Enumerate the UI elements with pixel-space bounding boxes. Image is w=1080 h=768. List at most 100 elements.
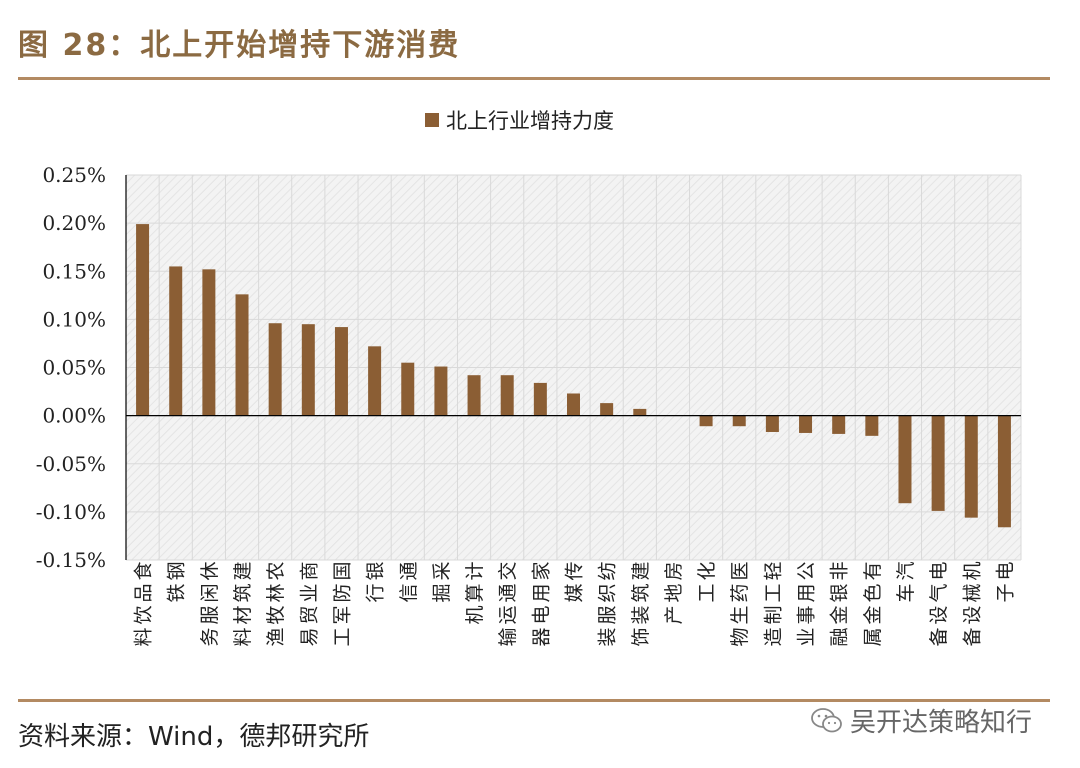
x-tick-char: 家 <box>530 561 552 580</box>
x-tick-char: 渔 <box>265 627 287 646</box>
x-tick-char: 食 <box>133 561 155 580</box>
x-tick-char: 融 <box>829 627 851 646</box>
x-tick-char: 银 <box>829 583 851 602</box>
bar-机械设备 <box>964 415 978 518</box>
x-tick-char: 休 <box>199 561 221 580</box>
x-tick-char: 产 <box>663 605 685 624</box>
bar-计算机 <box>467 375 481 416</box>
x-tick-char: 商 <box>298 561 320 580</box>
bar-休闲服务 <box>202 269 216 416</box>
x-tick-label: 通信 <box>398 561 420 602</box>
bar-电子 <box>997 415 1011 528</box>
x-tick-char: 机 <box>464 605 486 624</box>
watermark: 吴开达策略知行 <box>810 702 1032 739</box>
bar-传媒 <box>567 393 580 416</box>
x-tick-char: 汽 <box>895 561 917 580</box>
y-axis-ticks: -0.15% -0.10% -0.05% 0.00% 0.05% 0.10% 0.15% 0.… <box>36 163 106 572</box>
x-tick-char: 电 <box>994 561 1016 580</box>
x-tick-char: 轻 <box>762 561 784 580</box>
y-tick-label: 0.00% <box>42 404 106 428</box>
bar-家用电器 <box>533 382 547 416</box>
x-tick-char: 器 <box>530 627 552 646</box>
x-tick-char: 服 <box>199 605 221 624</box>
x-axis-labels: 食品饮料钢铁休闲服务建筑材料农林牧渔商业贸易国防军工银行通信采掘计算机交通运输家… <box>133 561 1017 646</box>
y-tick-label: -0.15% <box>36 548 106 572</box>
bar-采掘 <box>434 366 448 416</box>
bar-纺织服装 <box>600 403 614 416</box>
x-tick-label: 计算机 <box>464 561 486 624</box>
bar-交通运输 <box>500 375 514 416</box>
title-rule <box>18 77 1050 80</box>
x-tick-char: 有 <box>862 561 884 580</box>
x-tick-char: 料 <box>232 627 254 646</box>
bar-轻工制造 <box>765 415 779 432</box>
x-tick-char: 传 <box>564 561 586 580</box>
x-tick-char: 电 <box>928 561 950 580</box>
chart-legend: 北上行业增持力度 <box>425 109 614 133</box>
bar-通信 <box>401 362 415 416</box>
x-tick-char: 饰 <box>630 627 652 646</box>
x-tick-char: 制 <box>762 605 784 624</box>
watermark-text: 吴开达策略知行 <box>850 708 1033 738</box>
bar-钢铁 <box>169 266 183 416</box>
x-tick-char: 备 <box>961 627 983 646</box>
x-tick-char: 备 <box>928 627 950 646</box>
x-tick-char: 建 <box>232 561 254 580</box>
x-tick-char: 贸 <box>298 605 320 624</box>
x-tick-char: 非 <box>829 561 851 580</box>
bar-建筑材料 <box>235 294 249 416</box>
x-tick-char: 设 <box>928 605 950 624</box>
x-tick-char: 气 <box>928 583 950 602</box>
x-tick-char: 设 <box>961 605 983 624</box>
x-tick-char: 色 <box>862 583 884 602</box>
bar-非银金融 <box>832 415 846 434</box>
x-tick-char: 生 <box>729 605 751 624</box>
x-tick-char: 化 <box>696 561 718 580</box>
legend-swatch <box>425 113 439 127</box>
x-tick-label: 银行 <box>365 561 387 602</box>
bars <box>136 224 1011 528</box>
y-tick-label: 0.20% <box>42 211 106 235</box>
x-tick-char: 饮 <box>133 605 155 624</box>
x-tick-char: 采 <box>431 561 453 580</box>
x-tick-char: 装 <box>630 605 652 624</box>
x-tick-char: 建 <box>630 561 652 580</box>
x-tick-char: 农 <box>265 561 287 580</box>
y-tick-label: 0.25% <box>42 163 106 187</box>
x-tick-char: 工 <box>762 583 784 602</box>
x-tick-char: 务 <box>199 627 221 646</box>
x-tick-char: 媒 <box>564 583 586 602</box>
x-tick-char: 国 <box>331 561 353 580</box>
wechat-icon <box>811 707 842 732</box>
bar-化工 <box>699 415 713 427</box>
x-tick-char: 通 <box>497 583 519 602</box>
source-note: 资料来源：Wind，德邦研究所 <box>18 722 370 752</box>
x-tick-char: 工 <box>331 627 353 646</box>
x-tick-char: 房 <box>663 561 685 580</box>
x-tick-char: 事 <box>796 605 818 624</box>
x-tick-char: 筑 <box>232 583 254 602</box>
y-tick-label: 0.15% <box>42 259 106 283</box>
y-tick-label: -0.05% <box>36 452 106 476</box>
x-tick-char: 军 <box>331 605 353 624</box>
x-tick-char: 公 <box>796 561 818 580</box>
bar-建筑装饰 <box>633 408 647 416</box>
x-tick-char: 电 <box>530 605 552 624</box>
x-tick-char: 筑 <box>630 583 652 602</box>
legend-label: 北上行业增持力度 <box>446 109 614 133</box>
bar-有色金属 <box>865 415 879 436</box>
x-tick-char: 械 <box>961 583 983 602</box>
x-tick-label: 化工 <box>696 561 718 602</box>
bar-医药生物 <box>732 415 746 427</box>
